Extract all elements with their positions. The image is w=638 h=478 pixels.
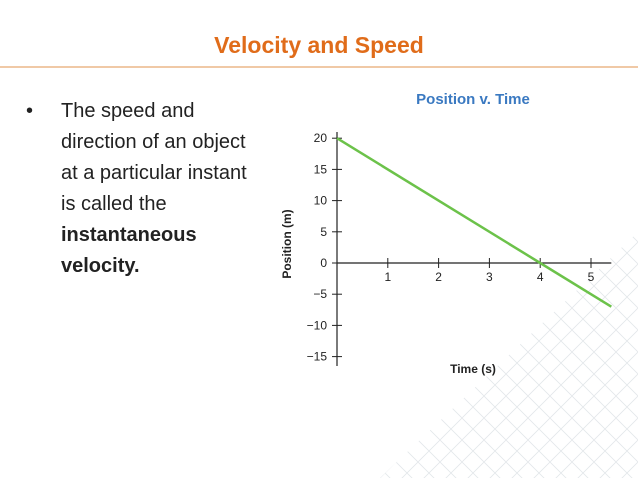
y-tick-group: 20 15 10 5 0 −5 −10 −15 — [307, 131, 342, 364]
bullet-bold-term: instantaneous velocity. — [61, 224, 197, 277]
x-axis-label: Time (s) — [450, 362, 496, 376]
series-group — [336, 137, 612, 308]
y-tick-label: 15 — [314, 162, 328, 176]
y-tick-label: 5 — [320, 225, 327, 239]
bullet-item: The speed and direction of an object at … — [61, 96, 266, 282]
bullet-text: The speed and direction of an object at … — [61, 100, 247, 215]
y-axis-label: Position (m) — [280, 209, 294, 278]
slide-title: Velocity and Speed — [214, 32, 424, 58]
series-line — [336, 137, 612, 308]
x-tick-label: 4 — [537, 270, 544, 284]
x-tick-label: 5 — [588, 270, 595, 284]
y-tick-label: −15 — [307, 350, 328, 364]
y-tick-label: 0 — [320, 256, 327, 270]
chart-title: Position v. Time — [416, 91, 530, 108]
title-divider — [0, 66, 638, 68]
x-tick-label: 1 — [384, 270, 391, 284]
y-tick-label: −5 — [313, 287, 327, 301]
y-tick-label: −10 — [307, 318, 328, 332]
y-tick-label: 10 — [314, 194, 328, 208]
bullet-dot: • — [26, 100, 34, 122]
x-tick-label: 3 — [486, 270, 493, 284]
x-tick-label: 2 — [435, 270, 442, 284]
x-tick-group: 1 2 3 4 5 — [384, 258, 595, 284]
y-tick-label: 20 — [314, 131, 328, 145]
